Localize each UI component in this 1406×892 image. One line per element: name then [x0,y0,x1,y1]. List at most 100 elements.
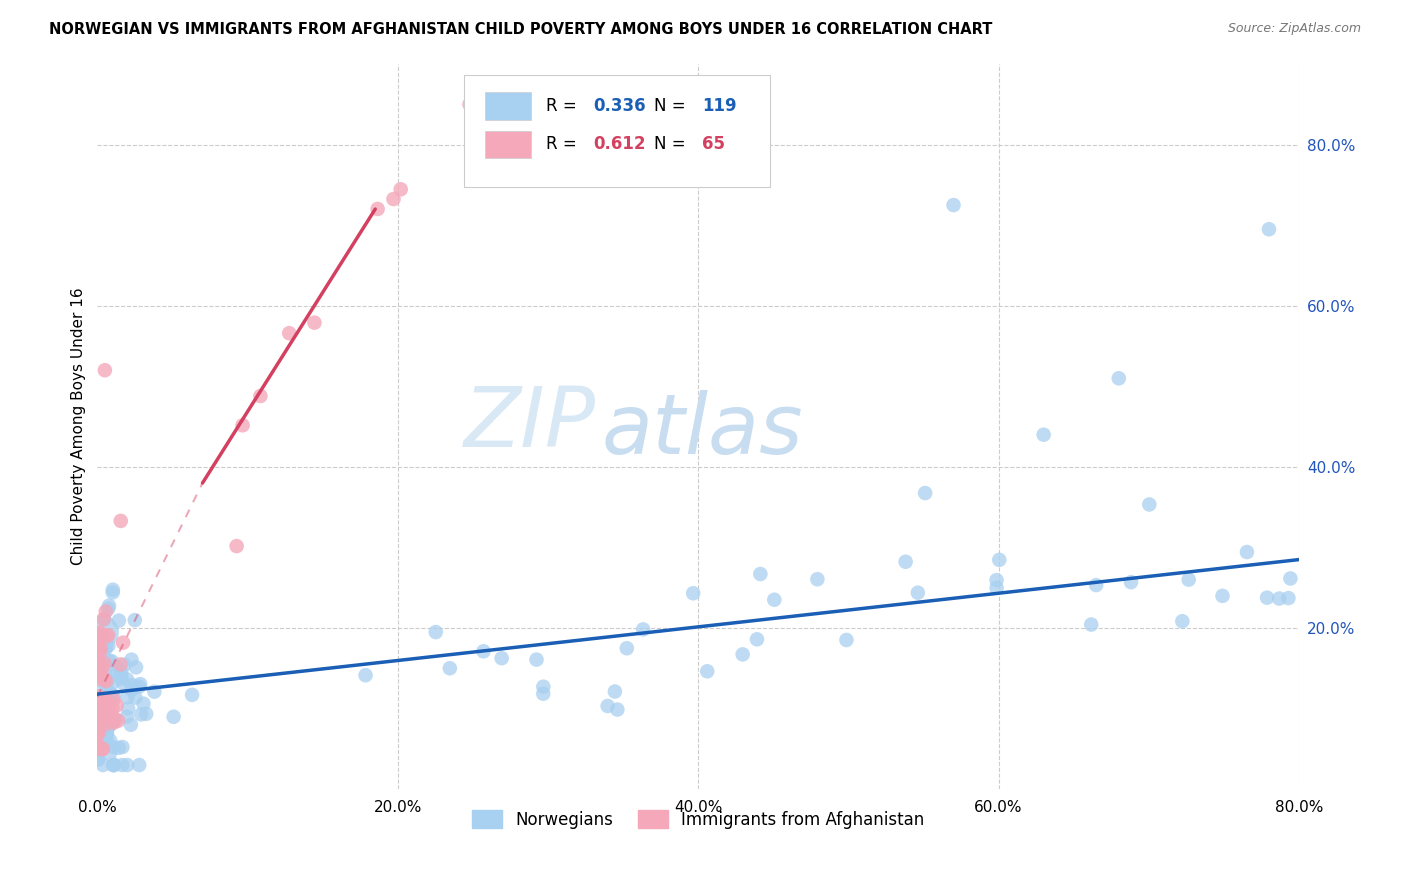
Point [91,719,114,733]
Point [110,514,132,528]
Point [98,654,121,668]
Point [988,553,1011,567]
Point [89,709,111,723]
Point [94,674,117,689]
Point [606,702,628,716]
Text: N =: N = [654,97,690,115]
Point [91,758,114,772]
Point [354,668,377,682]
Point [94,677,117,691]
Point [101,709,124,723]
Point [89,665,111,679]
Point [90,641,112,656]
Point [87,656,110,670]
Point [121,678,143,692]
Point [94,696,117,710]
Point [1171,614,1194,628]
Point [87,701,110,715]
Text: NORWEGIAN VS IMMIGRANTS FROM AFGHANISTAN CHILD POVERTY AMONG BOYS UNDER 16 CORRE: NORWEGIAN VS IMMIGRANTS FROM AFGHANISTAN… [49,22,993,37]
Point [98,733,121,747]
Point [603,684,626,698]
Point [86,712,108,726]
Point [91,705,114,719]
Point [124,690,146,705]
Point [94,363,117,377]
Point [472,644,495,658]
Point [162,710,184,724]
Point [103,714,125,729]
Point [104,667,127,681]
Point [97,628,120,642]
Point [108,614,131,628]
Point [89,636,111,650]
Point [93,692,115,706]
FancyBboxPatch shape [485,131,531,159]
Point [93,673,115,687]
Point [1258,222,1281,236]
Point [110,669,132,683]
Point [100,654,122,668]
Point [97,700,120,714]
Point [491,651,513,665]
Text: atlas: atlas [602,390,804,471]
Point [87,742,110,756]
Point [89,657,111,671]
Point [86,647,108,661]
Point [439,661,461,675]
Point [91,668,114,682]
Point [89,657,111,671]
Point [425,625,447,640]
Point [96,675,118,690]
Text: R =: R = [546,97,582,115]
Point [94,640,117,655]
Point [110,672,132,686]
Point [103,758,125,772]
Point [107,714,129,728]
Point [110,657,132,672]
Point [907,585,929,599]
Point [526,652,548,666]
Point [745,632,768,647]
Point [86,725,108,739]
Point [111,758,134,772]
Point [103,715,125,730]
Point [91,708,114,723]
Point [304,316,326,330]
Point [1085,578,1108,592]
Y-axis label: Child Poverty Among Boys Under 16: Child Poverty Among Boys Under 16 [72,288,86,566]
Point [96,721,118,735]
Point [86,637,108,651]
Point [98,599,121,613]
Point [1277,591,1299,606]
Point [87,742,110,756]
Point [129,707,152,722]
Point [97,639,120,653]
Point [94,643,117,657]
Text: ZIP: ZIP [464,383,596,464]
Point [596,698,619,713]
Point [87,747,110,761]
Point [696,665,718,679]
Point [97,602,120,616]
Legend: Norwegians, Immigrants from Afghanistan: Norwegians, Immigrants from Afghanistan [465,804,931,835]
Point [98,747,121,761]
Point [914,486,936,500]
Point [232,418,254,433]
Point [87,753,110,767]
Point [1236,545,1258,559]
Point [87,681,110,695]
Point [225,539,247,553]
Point [1268,591,1291,606]
Point [98,698,121,712]
Point [103,692,125,706]
Point [986,581,1008,595]
Point [87,698,110,712]
Point [1279,572,1302,586]
FancyBboxPatch shape [485,93,531,120]
Point [89,644,111,658]
Point [986,573,1008,587]
Point [96,726,118,740]
Point [94,605,117,619]
Point [682,586,704,600]
Point [1177,573,1199,587]
